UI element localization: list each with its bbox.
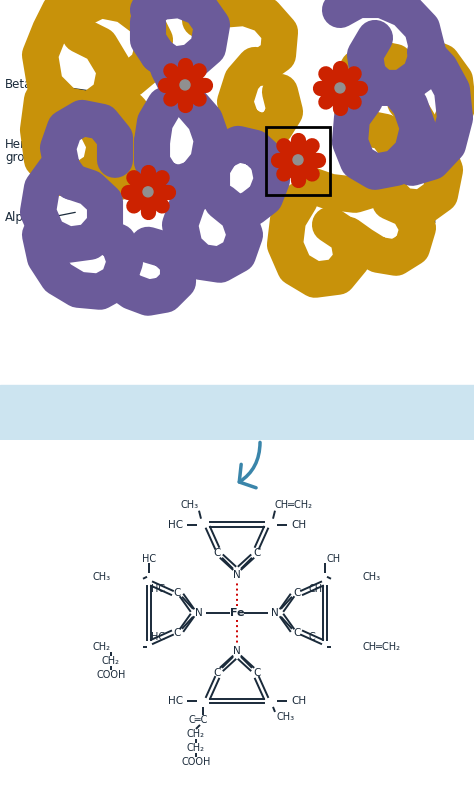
Circle shape bbox=[287, 149, 309, 171]
Text: CH═CH₂: CH═CH₂ bbox=[363, 642, 401, 652]
Text: CH═CH₂: CH═CH₂ bbox=[275, 500, 313, 509]
Text: C: C bbox=[173, 628, 181, 638]
Circle shape bbox=[335, 83, 345, 93]
Circle shape bbox=[174, 74, 196, 96]
Text: C: C bbox=[293, 588, 301, 597]
Text: CH: CH bbox=[327, 553, 341, 564]
Circle shape bbox=[293, 155, 303, 165]
Text: CH₂: CH₂ bbox=[187, 729, 205, 739]
Text: C: C bbox=[213, 668, 221, 678]
Text: HC: HC bbox=[142, 553, 156, 564]
Circle shape bbox=[329, 77, 351, 99]
Text: CH₃: CH₃ bbox=[363, 571, 381, 582]
Text: C: C bbox=[293, 628, 301, 638]
Text: CH: CH bbox=[291, 520, 306, 530]
Bar bbox=[0, 385, 474, 440]
Text: C: C bbox=[253, 668, 261, 678]
Text: COOH: COOH bbox=[182, 757, 210, 767]
Text: HC: HC bbox=[151, 584, 165, 593]
Circle shape bbox=[143, 187, 153, 197]
Circle shape bbox=[180, 80, 190, 90]
Text: HC: HC bbox=[168, 520, 183, 530]
Text: Fe: Fe bbox=[230, 608, 244, 618]
Text: Alpha: Alpha bbox=[420, 56, 454, 68]
Text: groups: groups bbox=[5, 152, 46, 164]
Text: CH: CH bbox=[309, 584, 323, 593]
Text: C: C bbox=[253, 548, 261, 557]
Text: N: N bbox=[195, 608, 203, 618]
Text: CH: CH bbox=[291, 696, 306, 706]
Text: CH₃: CH₃ bbox=[181, 500, 199, 509]
Text: HC: HC bbox=[151, 632, 165, 642]
Bar bbox=[266, 127, 330, 195]
Circle shape bbox=[137, 181, 159, 203]
Text: C: C bbox=[213, 548, 221, 557]
Text: Beta: Beta bbox=[410, 214, 438, 226]
Text: HC: HC bbox=[168, 696, 183, 706]
Text: N: N bbox=[233, 570, 241, 580]
Text: CH₂: CH₂ bbox=[187, 743, 205, 753]
Text: C: C bbox=[309, 632, 316, 642]
Text: C═C: C═C bbox=[188, 715, 208, 725]
Text: CH₂: CH₂ bbox=[93, 642, 111, 652]
Text: N: N bbox=[271, 608, 279, 618]
Text: Heme: Heme bbox=[5, 138, 40, 152]
Text: COOH: COOH bbox=[96, 670, 126, 680]
Text: CH₂: CH₂ bbox=[102, 655, 120, 666]
FancyArrowPatch shape bbox=[239, 443, 260, 487]
Text: C: C bbox=[173, 588, 181, 597]
Text: Alpha: Alpha bbox=[5, 211, 38, 225]
Text: N: N bbox=[233, 646, 241, 655]
Text: CH₃: CH₃ bbox=[93, 571, 111, 582]
Text: CH₃: CH₃ bbox=[277, 712, 295, 722]
Text: Beta: Beta bbox=[5, 78, 32, 91]
